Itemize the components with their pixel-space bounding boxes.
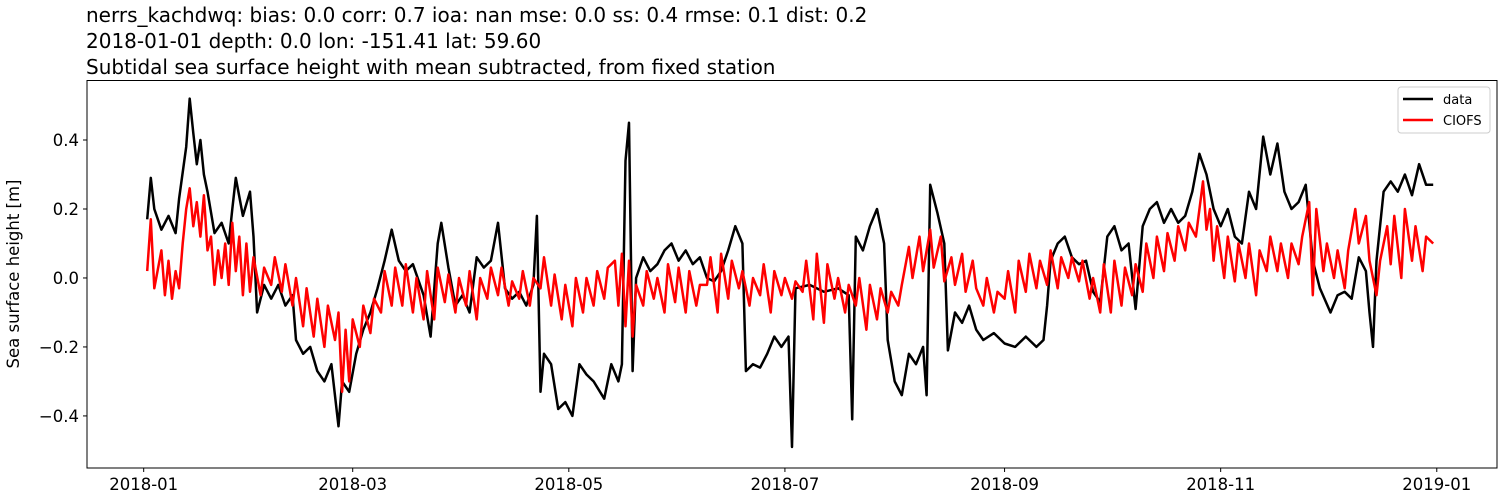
legend-label-data: data <box>1443 93 1472 108</box>
series-layer <box>145 97 1435 449</box>
y-axis-label: Sea surface height [m] <box>4 180 23 369</box>
plot-frame <box>86 80 1498 469</box>
series-line-ciofs <box>145 180 1435 394</box>
y-tick-label: 0.0 <box>53 269 79 288</box>
x-tick-label: 2018-11 <box>1186 475 1255 494</box>
chart-title-line-1: nerrs_kachdwq: bias: 0.0 corr: 0.7 ioa: … <box>86 3 867 27</box>
y-tick-label: −0.2 <box>39 338 79 357</box>
x-tick-label: 2018-01 <box>109 475 178 494</box>
x-tick-label: 2018-07 <box>750 475 819 494</box>
x-axis: 2018-01 2018-03 2018-05 2018-07 2018-09 2018-… <box>109 468 1471 494</box>
x-tick-label: 2018-03 <box>318 475 387 494</box>
chart-title-line-2: 2018-01-01 depth: 0.0 lon: -151.41 lat: … <box>86 29 541 53</box>
series-line-data <box>145 97 1434 449</box>
y-tick-label: 0.2 <box>53 200 79 219</box>
x-tick-label: 2019-01 <box>1402 475 1471 494</box>
x-tick-label: 2018-05 <box>534 475 603 494</box>
y-axis: −0.4 −0.2 0.0 0.2 0.4 <box>39 131 87 426</box>
chart-title-line-3: Subtidal sea surface height with mean su… <box>86 55 775 79</box>
legend-label-ciofs: CIOFS <box>1443 114 1482 129</box>
y-tick-label: 0.4 <box>53 131 79 150</box>
y-tick-label: −0.4 <box>39 407 79 426</box>
legend: data CIOFS <box>1397 86 1491 134</box>
x-tick-label: 2018-09 <box>970 475 1039 494</box>
